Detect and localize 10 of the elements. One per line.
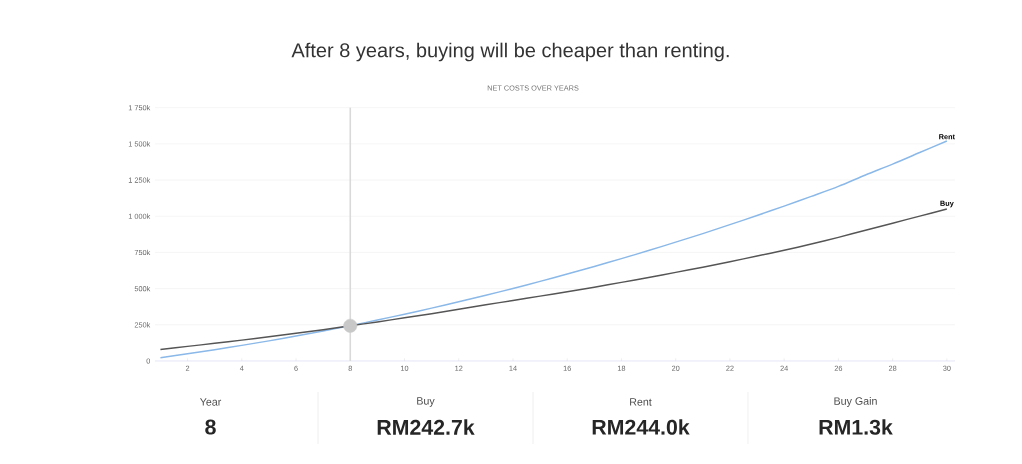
text: Year	[199, 398, 222, 406]
text: 8	[205, 419, 216, 435]
line-series	[159, 208, 948, 351]
text: Rent	[630, 398, 652, 406]
chart-title: After 8 years, buying will be cheaper than renting.	[291, 42, 729, 62]
text: RM242.7k	[377, 419, 475, 435]
text: RM244.0k	[592, 419, 690, 435]
text: Buy Gain	[834, 397, 877, 407]
text: RM1.3k	[819, 419, 893, 435]
text: Buy	[417, 397, 435, 407]
